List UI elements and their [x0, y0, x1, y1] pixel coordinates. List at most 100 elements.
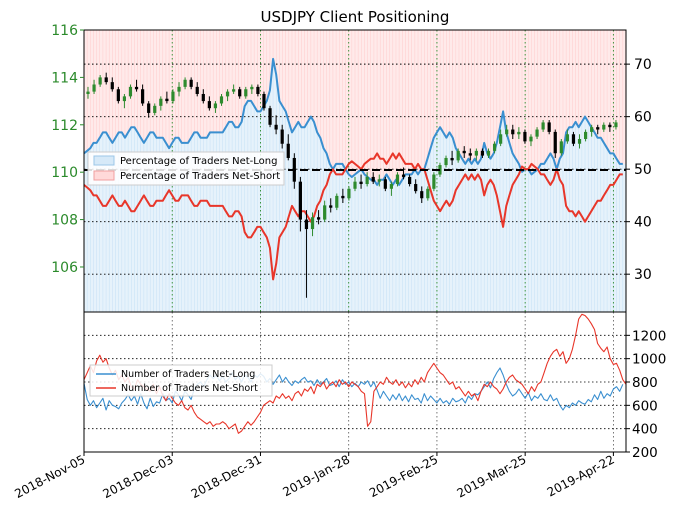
candle-body — [444, 157, 448, 166]
count-tick-label: 800 — [632, 375, 658, 391]
candle-body — [159, 98, 163, 106]
candle-body — [529, 136, 533, 142]
date-tick-label: 2018-Dec-03 — [100, 452, 175, 501]
candle-body — [183, 79, 187, 87]
candle-body — [207, 101, 211, 109]
date-tick-label: 2019-Jan-28 — [281, 452, 353, 499]
legend-label-net-long-pct: Percentage of Traders Net-Long — [120, 156, 278, 167]
candle-body — [298, 181, 302, 220]
candle-body — [98, 77, 102, 85]
candle-body — [480, 150, 485, 156]
net-short-count-line — [83, 313, 627, 434]
legend-swatch-net-long-pct — [93, 155, 115, 166]
legend-label-net-short-count: Number of Traders Net-Short — [121, 383, 258, 394]
candle-body — [286, 143, 290, 158]
candle-body — [195, 86, 199, 94]
candle-body — [365, 176, 369, 185]
candle-body — [341, 195, 345, 199]
count-tick-label: 200 — [632, 445, 658, 461]
date-tick-label: 2019-Apr-22 — [545, 452, 617, 499]
candle-body — [116, 89, 120, 102]
candle-body — [541, 122, 545, 130]
candle-body — [414, 184, 418, 192]
date-tick-label: 2019-Feb-25 — [367, 452, 440, 500]
candle-body — [329, 205, 333, 208]
legend-swatch-net-short-pct — [93, 170, 115, 181]
bottom-legend: Number of Traders Net-Long Number of Tra… — [89, 364, 273, 397]
date-axis: 2018-Nov-05 2018-Dec-03 2018-Dec-31 2019-Ja… — [12, 452, 617, 501]
candle-body — [280, 129, 284, 144]
candle-body — [86, 91, 90, 94]
candle-body — [244, 89, 248, 97]
candle-body — [268, 108, 272, 125]
net-long-pct-line — [83, 57, 623, 186]
candle-body — [590, 127, 594, 132]
percent-tick-label: 60 — [634, 110, 652, 126]
candle-body — [389, 184, 394, 189]
candle-body — [535, 129, 539, 137]
candle-body — [492, 143, 497, 151]
percent-tick-label: 70 — [634, 57, 652, 73]
candle-body — [401, 174, 406, 177]
candle-body — [377, 179, 381, 182]
price-axis: 106 108 110 112 114 116 — [51, 23, 84, 276]
price-tick-label: 106 — [51, 260, 78, 276]
candle-body — [225, 91, 230, 97]
price-tick-label: 114 — [51, 70, 78, 86]
count-tick-label: 1200 — [632, 328, 666, 344]
candle-body — [323, 205, 327, 220]
candle-body — [559, 141, 563, 154]
net-short-pct-line — [83, 152, 623, 281]
date-tick-label: 2018-Dec-31 — [189, 452, 264, 501]
candle-body — [577, 139, 582, 144]
candle-body — [232, 89, 236, 92]
candle-body — [238, 89, 242, 97]
percent-axis: 30 40 50 60 70 — [626, 57, 652, 283]
candle-body — [177, 86, 181, 92]
candle-body — [511, 129, 515, 135]
percent-tick-label: 30 — [634, 267, 652, 283]
bottom-legend-box — [89, 364, 273, 397]
candle-body — [147, 103, 151, 113]
price-tick-label: 110 — [51, 165, 78, 181]
candle-body — [456, 150, 460, 161]
candle-body — [141, 89, 145, 104]
candle-body — [213, 103, 218, 109]
candle-body — [517, 131, 521, 135]
count-tick-label: 600 — [632, 398, 658, 414]
candle-body — [310, 217, 315, 230]
candle-body — [474, 150, 478, 156]
candle-body — [426, 188, 430, 199]
candle-body — [420, 191, 424, 199]
price-tick-label: 108 — [51, 213, 78, 229]
candle-body — [165, 98, 169, 102]
percent-tick-label: 40 — [634, 215, 652, 231]
candle-body — [505, 129, 509, 135]
candle-body — [450, 157, 454, 161]
candle-body — [92, 84, 96, 92]
candle-body — [614, 122, 618, 128]
candle-body — [110, 82, 114, 90]
candle-body — [602, 124, 606, 130]
top-legend: Percentage of Traders Net-Long Percentag… — [87, 151, 285, 186]
candle-body — [462, 150, 466, 154]
candle-body — [250, 86, 254, 90]
legend-label-net-long-count: Number of Traders Net-Long — [121, 369, 255, 380]
candle-body — [468, 153, 472, 156]
candle-body — [201, 93, 205, 102]
candle-body — [274, 124, 278, 130]
chart-title: USDJPY Client Positioning — [261, 8, 450, 26]
candle-body — [486, 150, 491, 156]
count-tick-label: 1000 — [632, 352, 666, 368]
candle-body — [395, 174, 400, 185]
candle-body — [256, 86, 260, 94]
candle-body — [335, 195, 339, 208]
candle-body — [565, 134, 569, 142]
candle-body — [171, 91, 175, 102]
candle-body — [583, 131, 588, 140]
candle-body — [408, 176, 412, 185]
candle-body — [608, 124, 612, 128]
candle-body — [499, 134, 503, 144]
